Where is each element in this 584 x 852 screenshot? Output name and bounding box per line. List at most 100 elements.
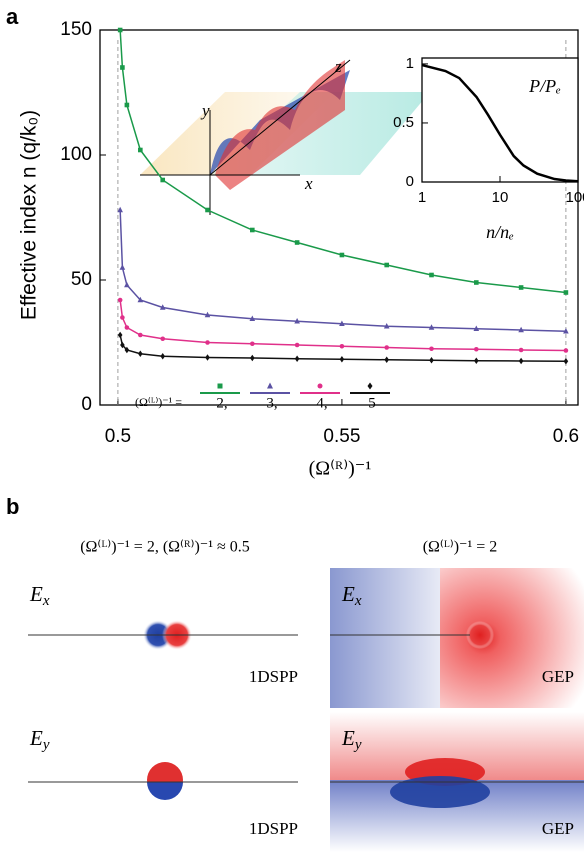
y-tick-label: 100: [60, 144, 92, 165]
series-line: [119, 29, 566, 294]
marker: [473, 325, 480, 332]
legend-prefix: (Ω⁽ᴸ⁾)⁻¹ =: [135, 395, 182, 409]
field-label: Ey: [29, 726, 50, 754]
field-subscript: x: [42, 593, 50, 609]
marker: [205, 354, 210, 361]
marker: [474, 346, 479, 352]
field-symbol: E: [341, 582, 355, 606]
marker: [138, 332, 143, 338]
marker: [384, 262, 390, 268]
x-tick-label: 10: [492, 189, 509, 206]
marker: [339, 355, 345, 363]
mode-label: GEP: [542, 667, 574, 686]
field-lobe: [466, 621, 494, 649]
marker: [124, 281, 130, 288]
field-lobe: [390, 776, 490, 808]
field-lobe: [147, 782, 183, 800]
marker: [429, 272, 434, 278]
marker: [204, 311, 211, 318]
marker: [429, 346, 434, 352]
marker: [367, 382, 373, 390]
marker: [120, 315, 125, 320]
marker: [117, 331, 123, 339]
marker: [518, 326, 524, 333]
marker: [160, 352, 166, 360]
marker: [217, 383, 223, 389]
legend-label: 2,: [216, 395, 227, 411]
marker: [124, 325, 130, 330]
y-tick-label: 0.5: [393, 114, 414, 131]
marker: [250, 354, 255, 362]
marker: [267, 382, 273, 389]
marker: [294, 317, 300, 324]
y-tick-label: 0: [81, 394, 92, 415]
marker: [138, 350, 143, 358]
marker: [124, 346, 130, 354]
marker: [339, 343, 345, 349]
field-subscript: x: [354, 593, 362, 609]
marker: [117, 206, 123, 213]
y-tick-label: 1: [406, 55, 414, 72]
inset-x-label: n/nₑ: [486, 222, 514, 242]
marker: [250, 341, 255, 347]
field-panel: Ex 1DSPP: [28, 582, 298, 686]
field-symbol: E: [29, 726, 43, 750]
marker: [317, 383, 323, 389]
marker: [474, 357, 479, 365]
marker: [384, 345, 390, 350]
mode-label: GEP: [542, 819, 574, 838]
x-tick-label: 100: [565, 189, 584, 206]
axes-frame: [99, 29, 579, 406]
illustration-3d: [140, 59, 430, 215]
y-tick-label: 150: [60, 19, 92, 40]
marker: [138, 147, 143, 153]
panel-label: a: [6, 4, 19, 29]
marker: [250, 227, 255, 233]
marker: [428, 324, 435, 330]
marker: [563, 348, 569, 353]
marker: [117, 297, 123, 303]
marker: [205, 207, 210, 213]
marker: [383, 322, 390, 329]
legend-label: 3,: [266, 395, 277, 411]
marker: [339, 252, 345, 258]
axis-label-3d: z: [334, 57, 342, 76]
x-axis-label: (Ω⁽ᴿ⁾)⁻¹: [309, 458, 372, 480]
panel-title: (Ω⁽ᴸ⁾)⁻¹ = 2: [423, 539, 498, 556]
marker: [205, 340, 210, 345]
axis-label-3d: y: [200, 101, 210, 120]
x-tick-label: 0.5: [105, 426, 131, 447]
inset-title: P/Pₑ: [528, 76, 561, 96]
legend-label: 4,: [316, 395, 327, 411]
axis-label-3d: x: [304, 174, 313, 193]
x-tick-label: 0.55: [323, 426, 360, 447]
marker: [137, 296, 144, 303]
field-symbol: E: [29, 582, 43, 606]
marker: [384, 356, 390, 364]
series-line: [421, 63, 579, 183]
mode-label: 1DSPP: [249, 819, 298, 838]
field-panel: Ey 1DSPP: [28, 726, 298, 838]
y-axis-label: Effective index n (q/k₀): [18, 110, 41, 320]
field-panel: Ex GEP: [330, 568, 584, 708]
field-subscript: y: [41, 737, 50, 753]
marker: [160, 336, 166, 342]
marker: [563, 357, 569, 365]
marker: [563, 327, 569, 334]
field-label: Ex: [341, 582, 362, 610]
x-tick-label: 0.6: [553, 426, 579, 447]
series-line: [119, 334, 566, 362]
series-line: [119, 209, 566, 332]
marker: [124, 102, 130, 108]
marker: [339, 320, 345, 327]
marker: [249, 315, 256, 322]
panel-label: b: [6, 494, 19, 519]
marker: [474, 280, 479, 285]
marker: [294, 240, 300, 245]
y-tick-label: 0: [406, 173, 414, 190]
y-tick-label: 50: [71, 269, 92, 290]
x-tick-label: 1: [418, 189, 426, 206]
marker: [518, 285, 524, 290]
marker: [294, 342, 300, 348]
